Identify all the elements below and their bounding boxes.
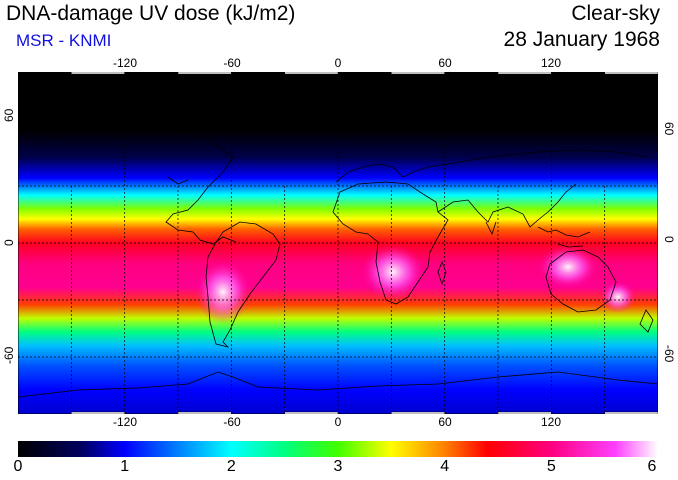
colorbar-tick: 5 — [546, 458, 556, 475]
lon-label-top: -60 — [223, 56, 241, 70]
lon-label-top: 0 — [334, 56, 342, 70]
coastlines — [18, 126, 658, 398]
date-label: 28 January 1968 — [503, 28, 660, 51]
colorbar-tick: 6 — [647, 458, 657, 475]
uv-hotspot — [195, 260, 251, 324]
colorbar-gradient — [18, 441, 658, 457]
lon-label-bottom: -60 — [223, 415, 241, 429]
graticule — [18, 72, 658, 414]
lat-label-left: 0 — [2, 239, 16, 246]
colorbar-tick: 2 — [226, 458, 236, 475]
colorbar-tick: 1 — [120, 458, 130, 475]
colorbar-tick: 3 — [333, 458, 343, 475]
lat-label-left: -60 — [2, 346, 16, 364]
lat-label-left: 60 — [2, 108, 16, 122]
uv-hotspot — [538, 245, 598, 289]
lon-label-top: 60 — [438, 56, 452, 70]
lat-label-right: 60 — [662, 122, 676, 136]
lon-label-bottom: -120 — [112, 415, 138, 429]
map-frame — [18, 72, 658, 414]
map-title: DNA-damage UV dose (kJ/m2) — [6, 2, 296, 25]
lon-label-top: -120 — [112, 56, 138, 70]
colorbar-tick: 4 — [440, 458, 450, 475]
lon-label-bottom: 60 — [438, 415, 452, 429]
uv-hotspot — [600, 281, 636, 313]
sky-condition-label: Clear-sky — [571, 2, 660, 25]
colorbar-tick: 0 — [13, 458, 23, 475]
lon-label-top: 120 — [540, 56, 562, 70]
uv-hotspot — [361, 244, 425, 300]
source-label: MSR - KNMI — [16, 31, 112, 50]
colorbar — [18, 441, 658, 457]
lon-label-bottom: 0 — [334, 415, 342, 429]
lat-label-right: 0 — [662, 236, 676, 243]
lon-label-bottom: 120 — [540, 415, 562, 429]
lat-label-right: -60 — [662, 345, 676, 363]
uv-dose-map — [18, 72, 658, 414]
